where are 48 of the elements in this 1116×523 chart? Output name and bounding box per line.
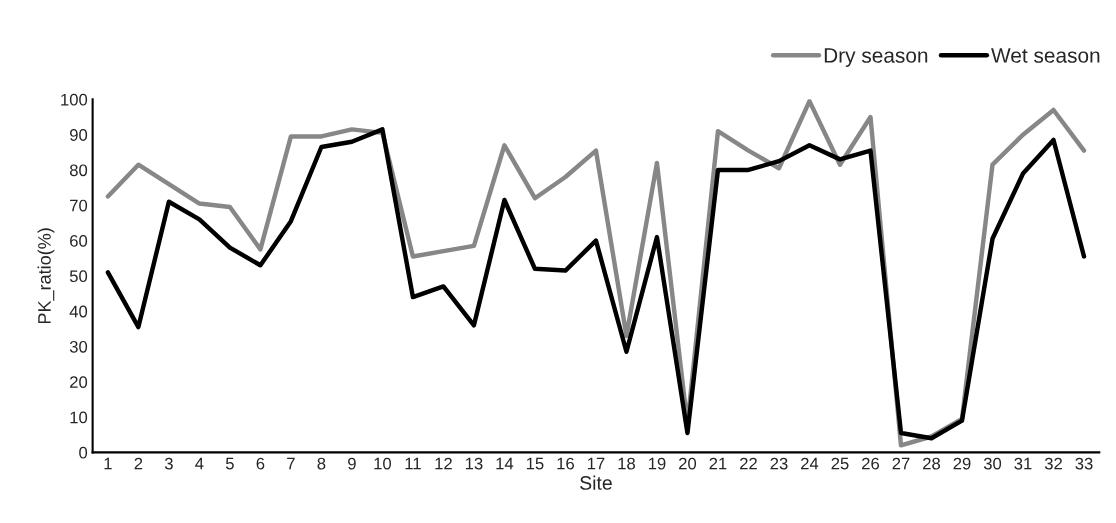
x-tick-label: 24: [801, 457, 819, 470]
y-tick-label: 60: [70, 234, 88, 247]
y-tick-label: 40: [69, 305, 88, 318]
x-tick-label: 8: [317, 457, 326, 470]
x-tick-label: 14: [496, 457, 514, 470]
x-tick-label: 31: [1014, 457, 1032, 470]
y-tick-label: 50: [69, 270, 88, 283]
x-tick-label: 17: [587, 457, 605, 470]
x-tick-label: 2: [134, 457, 143, 470]
x-tick-label: 12: [435, 457, 452, 470]
x-tick-label: 28: [923, 457, 941, 470]
x-tick-label: 5: [225, 457, 234, 470]
y-tick-label: 100: [61, 93, 88, 106]
x-tick-label: 3: [164, 457, 173, 470]
y-axis-title: PK_ratio(%): [37, 228, 55, 324]
x-tick-label: 16: [557, 457, 574, 470]
x-tick-label: 25: [831, 457, 849, 470]
x-tick-label: 29: [953, 457, 971, 470]
y-tick-label: 10: [70, 411, 88, 424]
y-tick-label: 20: [70, 376, 88, 388]
x-axis-title: Site: [580, 475, 612, 490]
x-tick-label: 19: [648, 457, 666, 470]
x-tick-label: 10: [374, 457, 392, 470]
x-tick-label: 26: [862, 457, 880, 470]
y-tick-label: 30: [69, 340, 88, 353]
x-tick-label: 13: [465, 457, 483, 470]
x-tick-label: 22: [740, 457, 757, 470]
y-tick-label: 70: [70, 199, 88, 212]
legend-label: Wet season: [991, 48, 1100, 63]
x-tick-label: 9: [348, 457, 356, 470]
y-tick-label: 0: [79, 446, 88, 459]
x-tick-label: 1: [104, 457, 112, 470]
x-tick-label: 20: [679, 457, 697, 470]
x-tick-label: 4: [195, 457, 204, 470]
x-tick-label: 23: [770, 457, 788, 470]
x-tick-label: 21: [709, 457, 727, 470]
x-tick-label: 18: [618, 457, 635, 470]
x-tick-label: 7: [287, 457, 295, 470]
y-tick-label: 90: [70, 129, 88, 141]
x-tick-label: 6: [256, 457, 265, 470]
x-tick-label: 11: [405, 457, 421, 470]
x-tick-label: 32: [1044, 457, 1062, 470]
x-tick-label: 30: [983, 457, 1002, 470]
y-tick-label: 80: [69, 164, 88, 177]
x-tick-label: 15: [526, 457, 544, 470]
legend-label: Dry season: [824, 48, 928, 67]
x-tick-label: 33: [1075, 457, 1093, 470]
x-tick-label: 27: [892, 457, 910, 470]
